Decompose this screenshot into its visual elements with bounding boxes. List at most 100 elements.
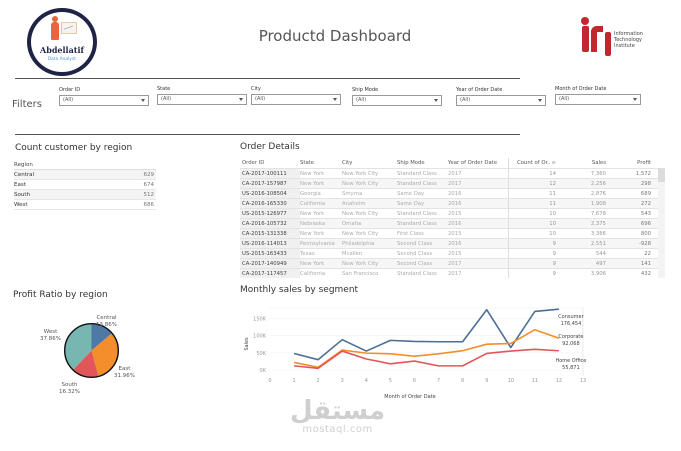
table-row[interactable]: US-2016-108504 Georgia Smyrna Same Day 2016 1… xyxy=(240,188,658,198)
table-row[interactable]: CA-2017-140949 New York New York City Secon… xyxy=(240,258,658,268)
region-header: Region xyxy=(14,160,156,170)
region-count: 686 xyxy=(143,202,155,208)
series-label-name: Home Office xyxy=(555,358,586,364)
presenter-icon xyxy=(51,16,59,40)
series-label-value: 55,871 xyxy=(562,365,580,371)
x-tick: 0 xyxy=(268,378,271,384)
cell-count: 10 xyxy=(549,211,556,217)
pie-slice-west[interactable] xyxy=(64,323,92,370)
x-tick: 13 xyxy=(580,378,586,384)
table-scrollbar[interactable] xyxy=(658,168,665,278)
cell-count: 11 xyxy=(549,191,556,197)
scrollbar-thumb[interactable] xyxy=(658,168,665,182)
cell-ship-mode: Standard Class xyxy=(397,171,437,177)
table-row[interactable]: US-2016-114013 Pennsylvania Philadelphia Se… xyxy=(240,238,658,248)
cell-state: California xyxy=(300,201,326,207)
table-row[interactable]: West 686 xyxy=(14,200,156,210)
col-city[interactable]: City xyxy=(342,160,353,166)
table-row[interactable]: US-2015-126977 New York New York City Stand… xyxy=(240,208,658,218)
series-line-corporate[interactable] xyxy=(293,328,560,369)
sort-descending-icon[interactable]: ≡ xyxy=(551,160,556,166)
series-line-home-office[interactable] xyxy=(293,348,559,370)
table-row[interactable]: CA-2016-165330 California Anaheim Same Day 2… xyxy=(240,198,658,208)
series-line-consumer[interactable] xyxy=(293,308,559,361)
table-row[interactable]: CA-2015-131338 New York New York City First… xyxy=(240,228,658,238)
caret-down-icon xyxy=(141,99,145,102)
dropdown-value: (All) xyxy=(356,97,367,103)
series-label-name: Consumer xyxy=(558,314,584,320)
cell-order-id: US-2016-108504 xyxy=(240,189,300,198)
cell-order-id: CA-2017-140949 xyxy=(240,259,300,268)
col-count-label: Count of Or.. xyxy=(517,160,551,166)
month-dropdown[interactable]: (All) xyxy=(555,94,641,105)
caret-down-icon xyxy=(333,98,337,101)
col-year[interactable]: Year of Order Date xyxy=(448,158,509,168)
ship-mode-dropdown[interactable]: (All) xyxy=(352,95,442,106)
col-order-id[interactable]: Order ID xyxy=(242,160,265,166)
table-row[interactable]: South 512 xyxy=(14,190,156,200)
region-count: 629 xyxy=(143,172,155,178)
region-count: 512 xyxy=(143,192,155,198)
state-dropdown[interactable]: (All) xyxy=(157,94,247,105)
iti-line-1: Information xyxy=(614,31,643,37)
cell-year: 2015 xyxy=(448,209,509,218)
table-row[interactable]: CA-2016-105732 Nebraska Omaha Standard Clas… xyxy=(240,218,658,228)
caret-down-icon xyxy=(538,99,542,102)
order-id-dropdown[interactable]: (All) xyxy=(59,95,149,106)
cell-count: 9 xyxy=(552,241,556,247)
city-dropdown[interactable]: (All) xyxy=(251,94,341,105)
pie-slice-south[interactable] xyxy=(72,350,99,378)
cell-ship-mode: Second Class xyxy=(397,251,433,257)
watermark-latin: mostaql.com xyxy=(302,424,373,435)
cell-profit: 22 xyxy=(644,251,651,257)
region-count-table: Region Central 629 East 674 South 512 West 6… xyxy=(14,160,156,210)
cell-profit: 800 xyxy=(640,231,651,237)
profit-ratio-title: Profit Ratio by region xyxy=(13,290,108,300)
table-header: Order ID State City Ship Mode Year of Or… xyxy=(240,158,658,168)
dropdown-value: (All) xyxy=(63,97,74,103)
table-row[interactable]: US-2015-163433 Texas Mcallen Second Class 20… xyxy=(240,248,658,258)
series-label-name: Corporate xyxy=(558,334,583,340)
filter-ship-mode: Ship Mode (All) xyxy=(352,87,442,106)
filter-label: State xyxy=(157,86,171,92)
iti-dot-icon xyxy=(581,17,589,25)
dropdown-value: (All) xyxy=(460,97,471,103)
table-row[interactable]: CA-2017-157987 New York New York City Stand… xyxy=(240,178,658,188)
col-count[interactable]: Count of Or..≡ xyxy=(509,158,559,168)
chart-board-icon xyxy=(61,22,77,34)
region-name: Central xyxy=(14,172,35,178)
table-row[interactable]: CA-2017-100111 New York New York City Stand… xyxy=(240,168,658,178)
col-ship-mode[interactable]: Ship Mode xyxy=(397,160,425,166)
region-name: West xyxy=(14,202,28,208)
cell-order-id: US-2015-126977 xyxy=(240,209,300,218)
filter-state: State (All) xyxy=(157,86,247,105)
cell-count: 9 xyxy=(552,261,556,267)
page-title: Productd Dashboard xyxy=(258,27,412,45)
col-sales[interactable]: Sales xyxy=(591,160,606,166)
year-dropdown[interactable]: (All) xyxy=(456,95,546,106)
table-row[interactable]: East 674 xyxy=(14,180,156,190)
col-profit[interactable]: Profit xyxy=(637,160,651,166)
cell-state: New York xyxy=(300,231,325,237)
col-state[interactable]: State xyxy=(300,160,315,166)
cell-year: 2015 xyxy=(448,229,509,238)
author-logo: Abdellatif Data Analyst xyxy=(27,8,97,76)
cell-profit: 1,572 xyxy=(635,171,651,177)
pie-slice-east[interactable] xyxy=(91,333,119,377)
cell-order-id: CA-2017-100111 xyxy=(240,169,300,178)
cell-ship-mode: First Class xyxy=(397,231,424,237)
table-row[interactable]: Central 629 xyxy=(14,170,156,180)
filter-label: Month of Order Date xyxy=(555,86,607,92)
dropdown-value: (All) xyxy=(559,96,570,102)
cell-sales: 2,551 xyxy=(590,241,606,247)
cell-profit: 272 xyxy=(640,201,651,207)
x-tick: 12 xyxy=(556,378,562,384)
logo-name: Abdellatif xyxy=(40,45,84,55)
pie-slice-central[interactable] xyxy=(91,323,112,351)
y-axis-label: Sales xyxy=(244,337,250,351)
pie-outline xyxy=(63,322,120,379)
table-row[interactable]: CA-2017-117457 California San Francisco Sta… xyxy=(240,268,658,278)
x-tick: 6 xyxy=(413,378,416,384)
x-tick: 8 xyxy=(461,378,464,384)
cell-order-id: US-2016-114013 xyxy=(240,239,300,248)
